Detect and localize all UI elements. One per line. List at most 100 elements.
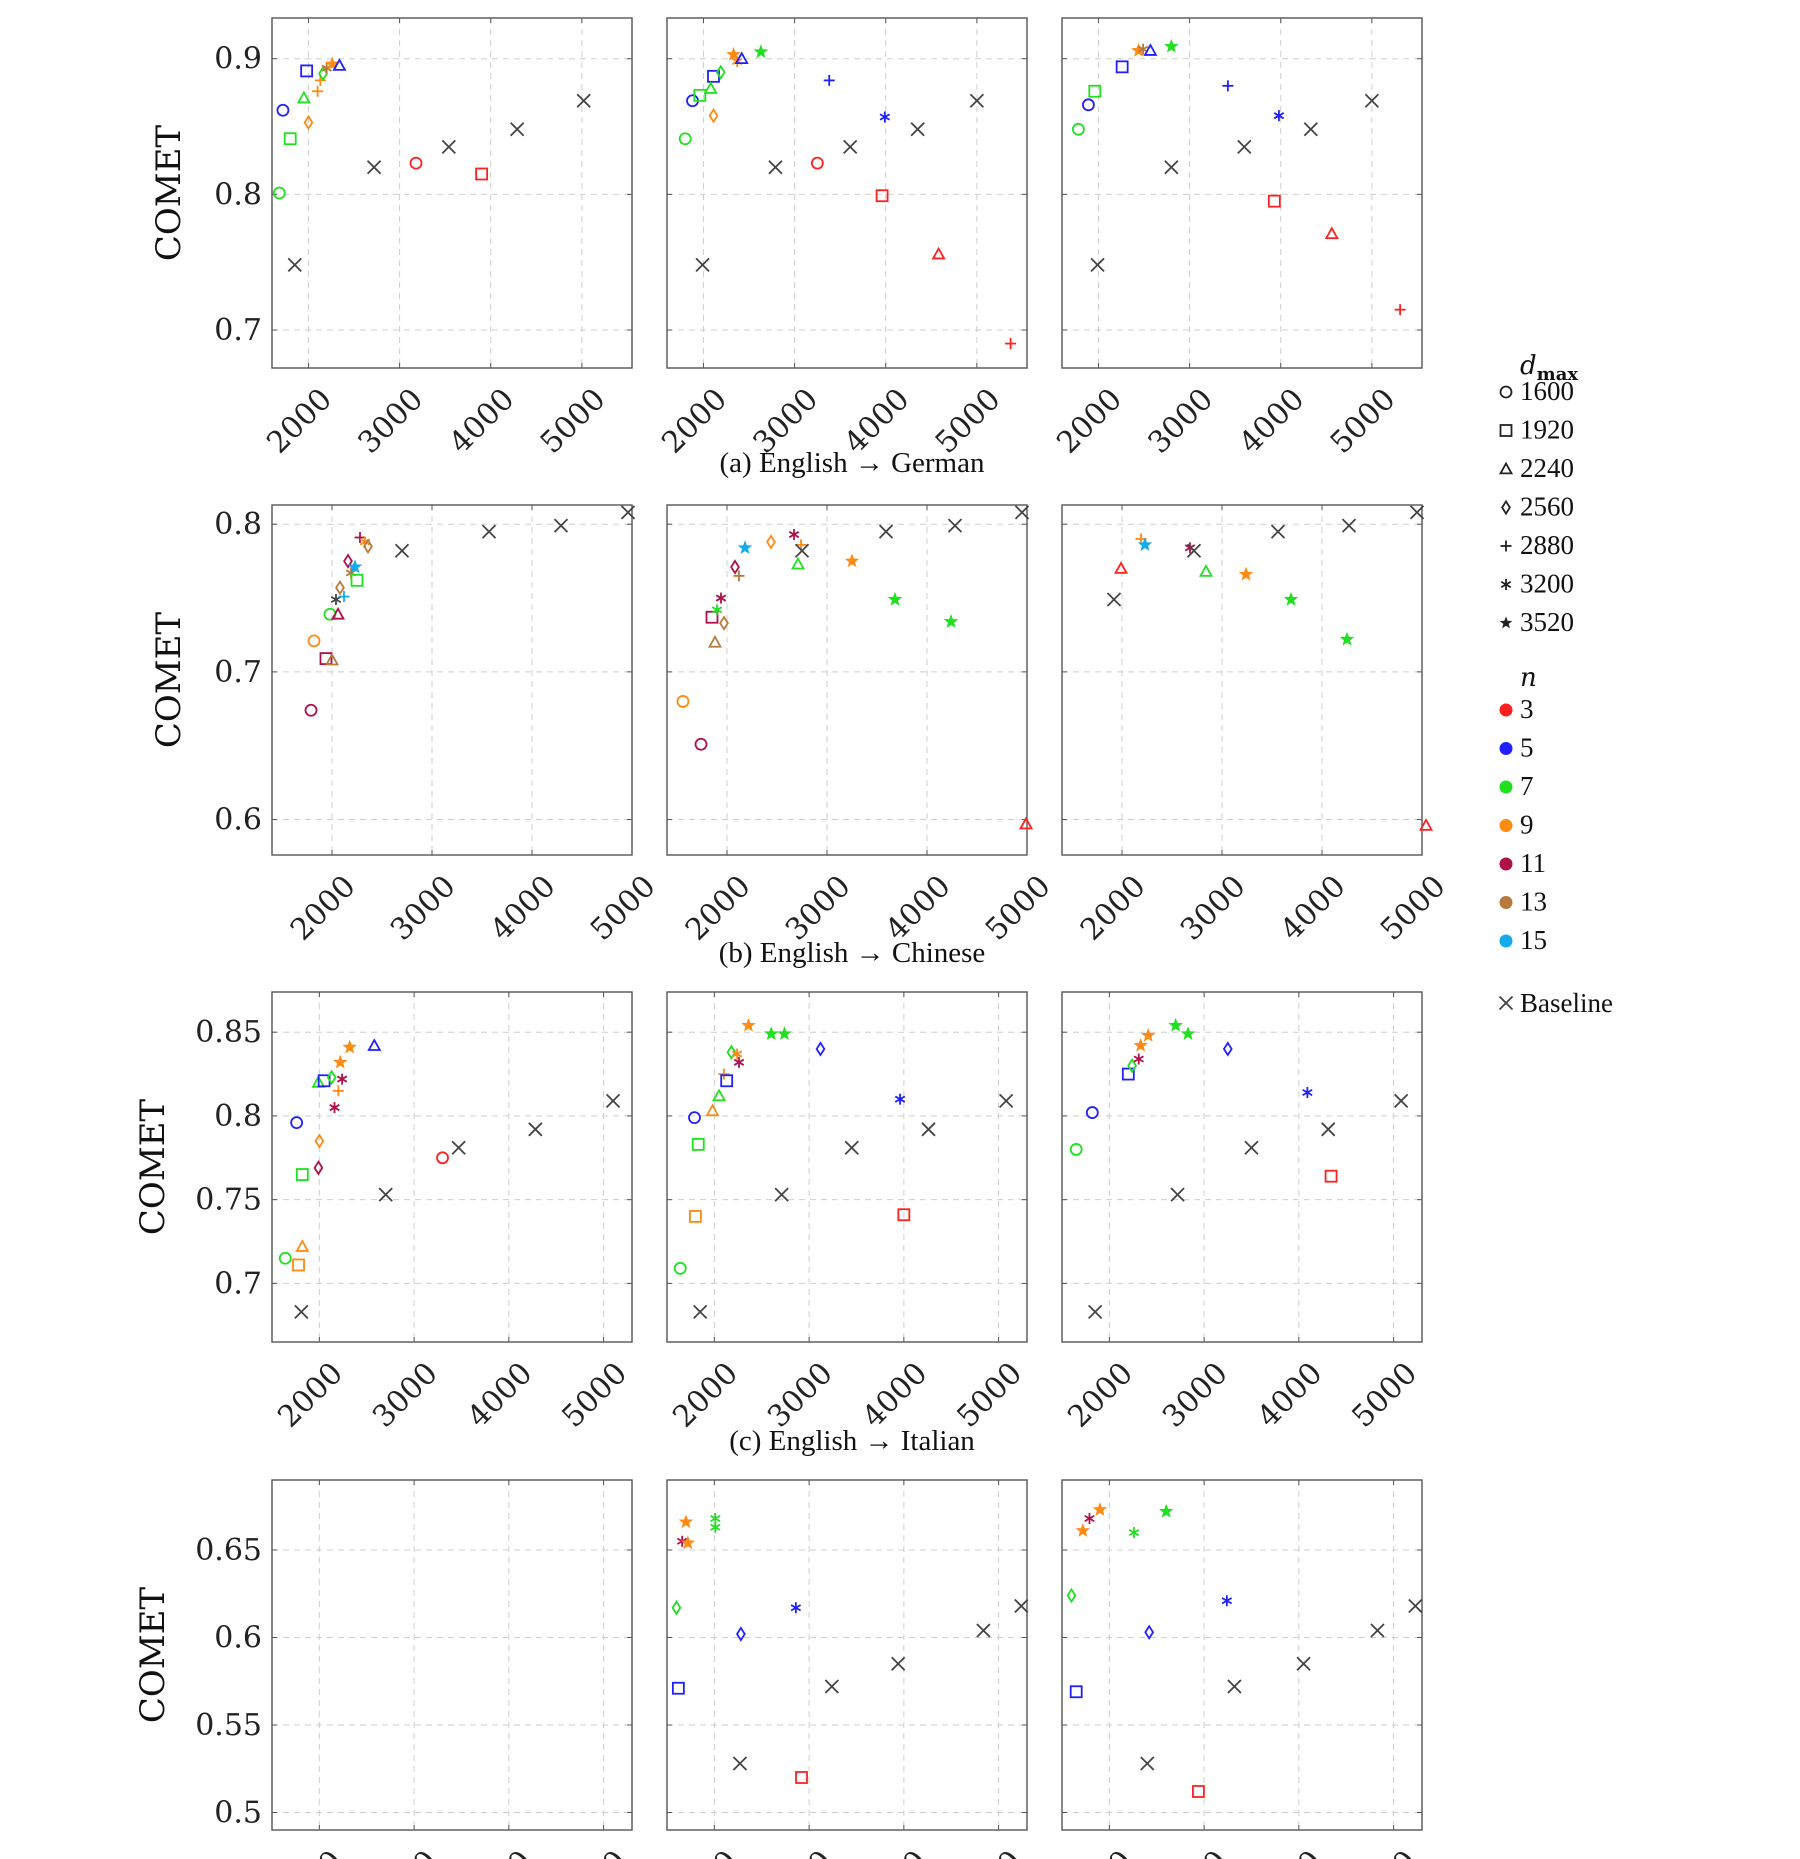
data-point-diamond [815,1041,826,1057]
data-point-asterisk [1128,1527,1140,1538]
data-point-circle [673,1261,687,1275]
data-point-star [1238,566,1254,581]
data-point-circle [409,156,423,170]
data-point-x [605,1093,621,1108]
data-point-diamond [766,534,776,550]
data-point-circle [1072,122,1085,136]
x-tick-label: 3000 [1141,382,1220,461]
data-point-triangle [734,51,749,64]
scatter-panel-r2-c0: 2000 3000 4000 5000 0.7 0.75 0.8 0.85 COMET [133,991,634,1435]
data-point-triangle [332,58,347,71]
scatter-panel-r2-c2: 2000 3000 4000 5000 [1061,991,1424,1435]
x-tick-label: 2000 [260,382,339,461]
data-point-asterisk [1221,1595,1233,1607]
data-point-circle [272,186,286,200]
data-point-x [1014,1598,1029,1614]
x-tick-label: 3000 [1174,869,1253,948]
grid [1062,505,1422,855]
x-tick-label: 4000 [879,869,958,948]
grid [667,505,1027,855]
y-tick-label: 0.7 [214,1266,262,1301]
legend-n-title: n [1520,663,1537,693]
y-tick-label: 0.6 [214,803,262,838]
data-point-asterisk [715,592,727,604]
data-point-x [732,1756,748,1771]
data-point-plus [733,570,745,582]
data-point-x [999,1093,1014,1108]
x-tick-label: 5000 [950,1356,1029,1435]
legend-dmax-title-main: d [1520,351,1537,381]
legend-dmax-label: 3200 [1520,569,1574,599]
legend-dmax-label: 2240 [1520,453,1574,483]
data-point-x [768,160,783,175]
legend-baseline-marker [1498,995,1514,1011]
data-point-star [347,559,363,574]
x-tick-label: 3000 [366,1356,445,1435]
data-point-star [1339,631,1355,646]
scatter-panel-r3-c2: 2000 3000 4000 5000 [1061,1479,1424,1859]
data-point-star [1140,1027,1156,1042]
data-point-triangle [703,81,718,94]
data-point-star [1158,1503,1174,1518]
data-point-x [1090,257,1105,273]
data-point-asterisk [711,604,723,616]
data-point-star [1168,1017,1183,1032]
data-point-triangle [296,90,311,104]
data-point-star [844,553,860,568]
legend: dmax 1600 1920 2240 2560 2880 3200 3520 n 3 5 7 9… [1498,351,1613,1018]
data-points [1106,505,1434,831]
data-point-x [878,524,894,539]
data-point-triangle [712,1088,727,1102]
x-tick-label: 5000 [1324,382,1403,461]
data-point-x [394,543,410,558]
legend-color-dot [1499,742,1513,755]
data-point-square [295,1168,309,1181]
data-point-triangle [1418,818,1434,831]
data-points [1072,38,1406,316]
data-point-asterisk [1133,1053,1144,1065]
data-point-asterisk [1273,110,1285,122]
data-point-asterisk [879,111,891,123]
scatter-panel-r1-c2: 2000 3000 4000 5000 [1061,504,1453,948]
data-point-x [1408,1598,1423,1614]
data-point-x [1270,524,1286,539]
data-point-x [693,1304,708,1319]
grid [667,1480,1027,1830]
data-point-diamond [343,553,353,569]
data-point-x [451,1140,466,1155]
data-point-diamond [708,107,719,124]
legend-color-dot [1499,934,1513,948]
x-tick-label: 2000 [666,1356,745,1435]
plot-frame [271,17,633,369]
data-point-diamond [730,559,740,575]
data-point-plus [354,531,366,543]
legend-marker-diamond [1501,499,1511,516]
plot-frame [666,17,1028,369]
x-tick-label: 3000 [761,1356,840,1435]
data-points [278,1038,621,1319]
data-point-plus [338,591,350,603]
plot-frame [666,504,1028,856]
data-point-asterisk [336,1073,348,1085]
legend-baseline: Baseline [1498,988,1613,1018]
data-point-x [947,518,963,533]
data-point-x [921,1122,936,1137]
data-point-triangle [1198,564,1214,577]
data-point-triangle [367,1038,382,1051]
legend-n-items: 3 5 7 9 11 13 15 [1499,694,1547,955]
legend-marker-triangle [1498,461,1514,475]
data-point-square [475,167,489,181]
y-tick-label: 0.8 [214,1099,262,1134]
scatter-panel-r0-c0: 2000 3000 4000 5000 0.7 0.8 0.9 COMET [149,17,633,461]
caption-b: (b) English → Chinese [719,937,986,969]
data-point-x [441,139,456,155]
data-point-diamond [1066,1587,1077,1604]
data-point-diamond [335,579,345,596]
data-point-circle [694,737,708,751]
data-point-asterisk [731,1048,743,1060]
data-point-asterisk [733,1056,745,1068]
data-point-asterisk [330,594,342,606]
data-point-triangle [931,246,946,260]
data-point-square [689,1210,702,1223]
x-tick-label: 5000 [1345,1356,1424,1435]
